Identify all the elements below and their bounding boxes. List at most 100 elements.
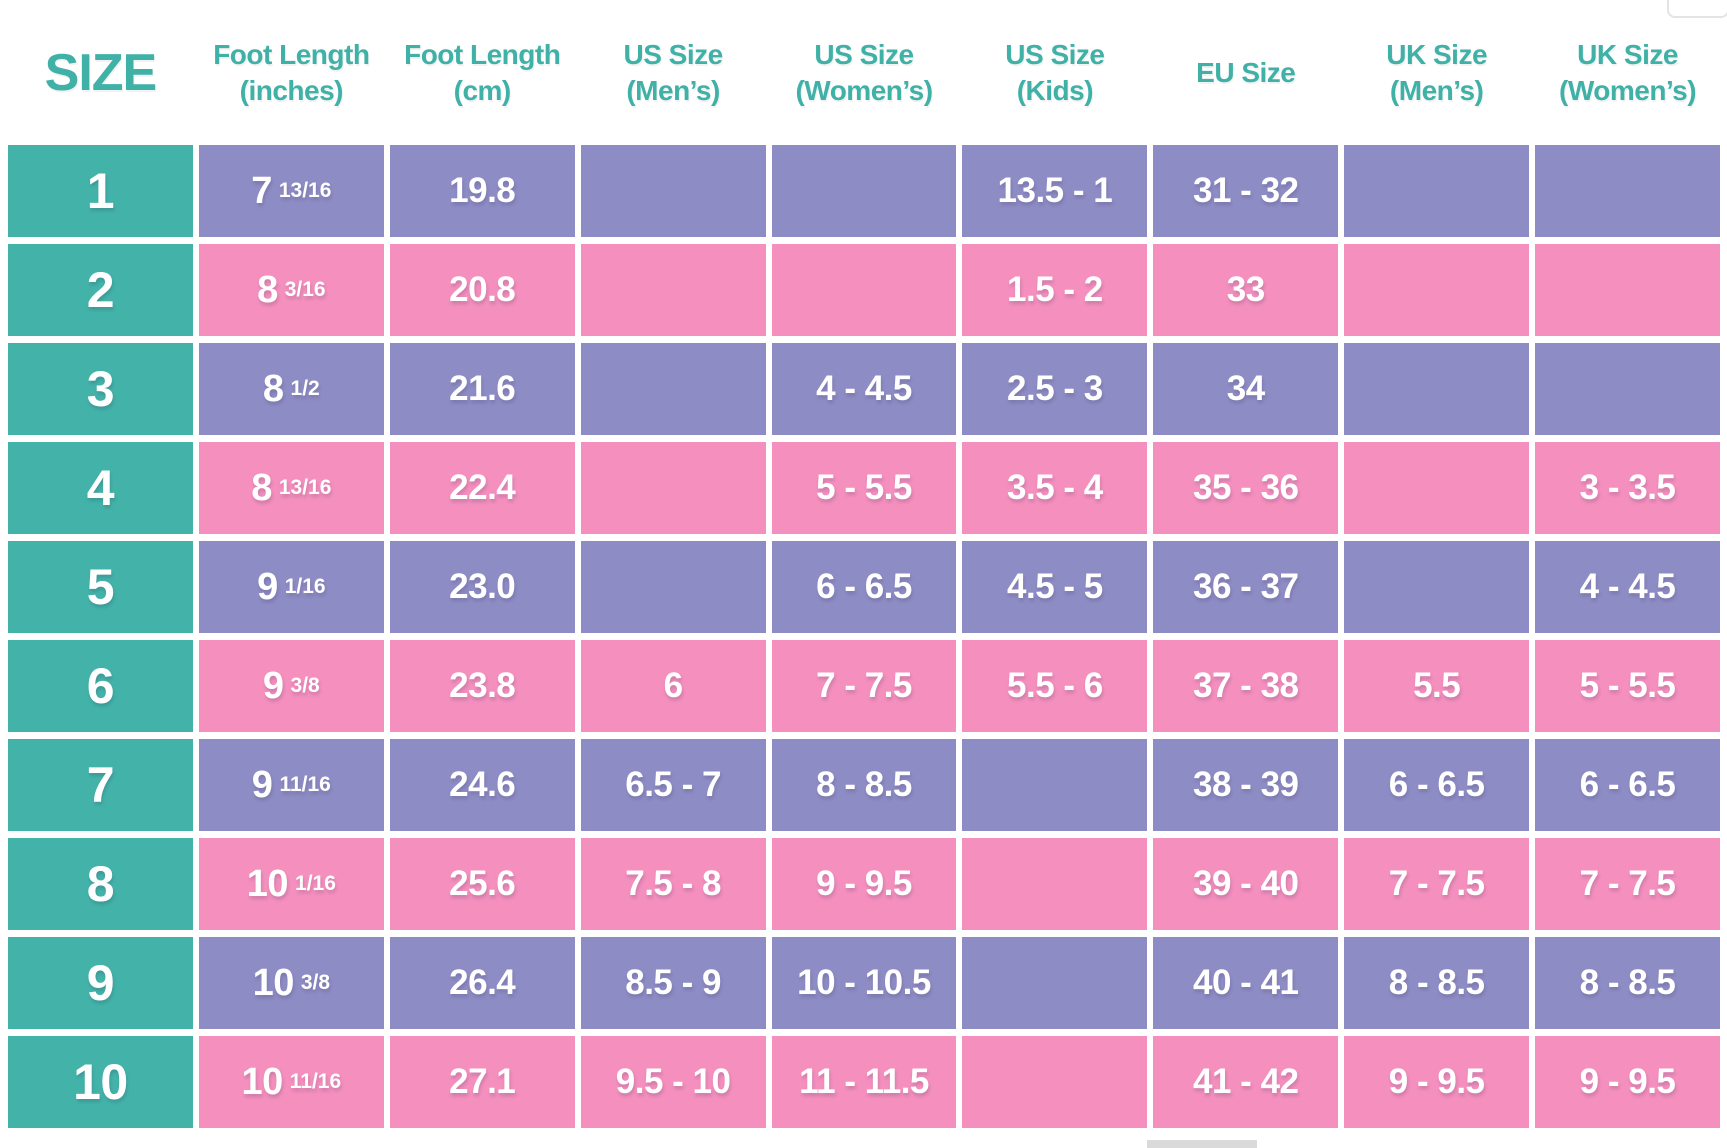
inches-whole: 8 bbox=[262, 367, 284, 410]
cell-eu: 33 bbox=[1153, 244, 1339, 336]
cell-eu: 41 - 42 bbox=[1153, 1036, 1339, 1128]
cell-size: 9 bbox=[8, 937, 193, 1029]
inches-whole: 7 bbox=[251, 169, 272, 212]
corner-box-artifact bbox=[1667, 0, 1727, 18]
cell-inches: 10 1/16 bbox=[198, 838, 384, 930]
cell-uk_womens: 6 - 6.5 bbox=[1535, 739, 1720, 831]
cell-inches: 9 11/16 bbox=[198, 739, 384, 831]
cell-size: 5 bbox=[8, 541, 193, 633]
header-eu: EU Size bbox=[1153, 55, 1338, 91]
cell-uk_mens: 7 - 7.5 bbox=[1344, 838, 1530, 930]
cell-cm: 22.4 bbox=[389, 442, 575, 534]
cell-uk_womens: 9 - 9.5 bbox=[1535, 1036, 1720, 1128]
header-sublabel: (cm) bbox=[453, 74, 512, 106]
cell-uk_womens bbox=[1535, 145, 1720, 237]
cell-cm: 21.6 bbox=[389, 343, 575, 435]
cell-uk_womens: 7 - 7.5 bbox=[1535, 838, 1720, 930]
cell-cm: 26.4 bbox=[389, 937, 575, 1029]
cell-eu: 37 - 38 bbox=[1153, 640, 1339, 732]
cell-uk_mens: 6 - 6.5 bbox=[1344, 739, 1530, 831]
header-size: SIZE bbox=[8, 47, 193, 99]
cell-us_kids: 13.5 - 1 bbox=[962, 145, 1148, 237]
header-sublabel: (inches) bbox=[239, 74, 344, 106]
inches-whole: 8 bbox=[257, 268, 278, 311]
cell-us_womens bbox=[771, 145, 957, 237]
cell-cm: 27.1 bbox=[389, 1036, 575, 1128]
cell-us_kids: 5.5 - 6 bbox=[962, 640, 1148, 732]
cell-us_mens bbox=[580, 442, 766, 534]
cell-eu: 34 bbox=[1153, 343, 1339, 435]
header-label: SIZE bbox=[44, 43, 158, 102]
cell-inches: 9 3/8 bbox=[198, 640, 384, 732]
cell-size: 8 bbox=[8, 838, 193, 930]
inches-fraction: 3/8 bbox=[300, 971, 331, 994]
cell-us_mens: 6 bbox=[580, 640, 766, 732]
header-sublabel: (Men’s) bbox=[626, 74, 720, 106]
cell-us_womens: 7 - 7.5 bbox=[771, 640, 957, 732]
cell-inches: 8 13/16 bbox=[198, 442, 384, 534]
shoe-size-conversion-table: SIZE Foot Length (inches) Foot Length (cm) US… bbox=[8, 0, 1720, 1128]
cell-us_kids: 3.5 - 4 bbox=[962, 442, 1148, 534]
scrollbar-fragment bbox=[1147, 1140, 1257, 1148]
cell-us_kids: 4.5 - 5 bbox=[962, 541, 1148, 633]
cell-inches: 8 3/16 bbox=[198, 244, 384, 336]
cell-uk_womens bbox=[1535, 343, 1720, 435]
cell-uk_mens bbox=[1344, 343, 1530, 435]
cell-us_kids bbox=[962, 838, 1148, 930]
header-us_mens: US Size (Men’s) bbox=[581, 37, 766, 109]
cell-us_mens bbox=[580, 541, 766, 633]
cell-us_womens: 10 - 10.5 bbox=[771, 937, 957, 1029]
header-us_kids: US Size (Kids) bbox=[962, 37, 1147, 109]
cell-us_mens: 9.5 - 10 bbox=[580, 1036, 766, 1128]
cell-uk_mens: 9 - 9.5 bbox=[1344, 1036, 1530, 1128]
cell-eu: 35 - 36 bbox=[1153, 442, 1339, 534]
cell-uk_womens: 5 - 5.5 bbox=[1535, 640, 1720, 732]
cell-us_kids bbox=[962, 739, 1148, 831]
cell-cm: 20.8 bbox=[389, 244, 575, 336]
cell-eu: 40 - 41 bbox=[1153, 937, 1339, 1029]
inches-whole: 9 bbox=[257, 565, 278, 608]
cell-uk_mens bbox=[1344, 145, 1530, 237]
header-label: Foot Length bbox=[213, 38, 370, 70]
header-label: US Size bbox=[814, 38, 914, 70]
header-label: EU Size bbox=[1196, 56, 1296, 88]
cell-eu: 38 - 39 bbox=[1153, 739, 1339, 831]
cell-cm: 23.8 bbox=[389, 640, 575, 732]
cell-us_womens: 4 - 4.5 bbox=[771, 343, 957, 435]
header-sublabel: (Women’s) bbox=[1559, 74, 1697, 106]
cell-cm: 24.6 bbox=[389, 739, 575, 831]
cell-us_womens: 6 - 6.5 bbox=[771, 541, 957, 633]
cell-eu: 31 - 32 bbox=[1153, 145, 1339, 237]
cell-us_kids: 2.5 - 3 bbox=[962, 343, 1148, 435]
inches-fraction: 1/2 bbox=[290, 377, 320, 400]
inches-fraction: 11/16 bbox=[289, 1070, 342, 1093]
cell-uk_womens: 4 - 4.5 bbox=[1535, 541, 1720, 633]
cell-size: 6 bbox=[8, 640, 193, 732]
table-body: 1 7 13/16 19.8 13.5 - 1 31 - 32 2 8 3/16 20.8 1.5 … bbox=[8, 145, 1720, 1128]
cell-us_womens bbox=[771, 244, 957, 336]
header-label: UK Size bbox=[1577, 38, 1678, 70]
cell-uk_mens bbox=[1344, 244, 1530, 336]
inches-fraction: 13/16 bbox=[278, 179, 332, 202]
cell-us_kids: 1.5 - 2 bbox=[962, 244, 1148, 336]
inches-whole: 10 bbox=[246, 862, 289, 905]
header-label: US Size bbox=[1005, 38, 1105, 70]
cell-inches: 9 1/16 bbox=[198, 541, 384, 633]
cell-cm: 19.8 bbox=[389, 145, 575, 237]
cell-cm: 25.6 bbox=[389, 838, 575, 930]
header-us_womens: US Size (Women’s) bbox=[772, 37, 957, 109]
inches-fraction: 1/16 bbox=[295, 872, 336, 895]
cell-uk_mens bbox=[1344, 541, 1530, 633]
cell-us_womens: 9 - 9.5 bbox=[771, 838, 957, 930]
cell-us_mens bbox=[580, 145, 766, 237]
cell-size: 3 bbox=[8, 343, 193, 435]
cell-us_womens: 5 - 5.5 bbox=[771, 442, 957, 534]
inches-fraction: 11/16 bbox=[279, 773, 331, 796]
cell-us_kids bbox=[962, 937, 1148, 1029]
cell-uk_womens: 3 - 3.5 bbox=[1535, 442, 1720, 534]
cell-us_womens: 11 - 11.5 bbox=[771, 1036, 957, 1128]
cell-us_mens: 8.5 - 9 bbox=[580, 937, 766, 1029]
header-sublabel: (Men’s) bbox=[1389, 74, 1484, 106]
cell-size: 7 bbox=[8, 739, 193, 831]
inches-whole: 8 bbox=[251, 466, 272, 509]
